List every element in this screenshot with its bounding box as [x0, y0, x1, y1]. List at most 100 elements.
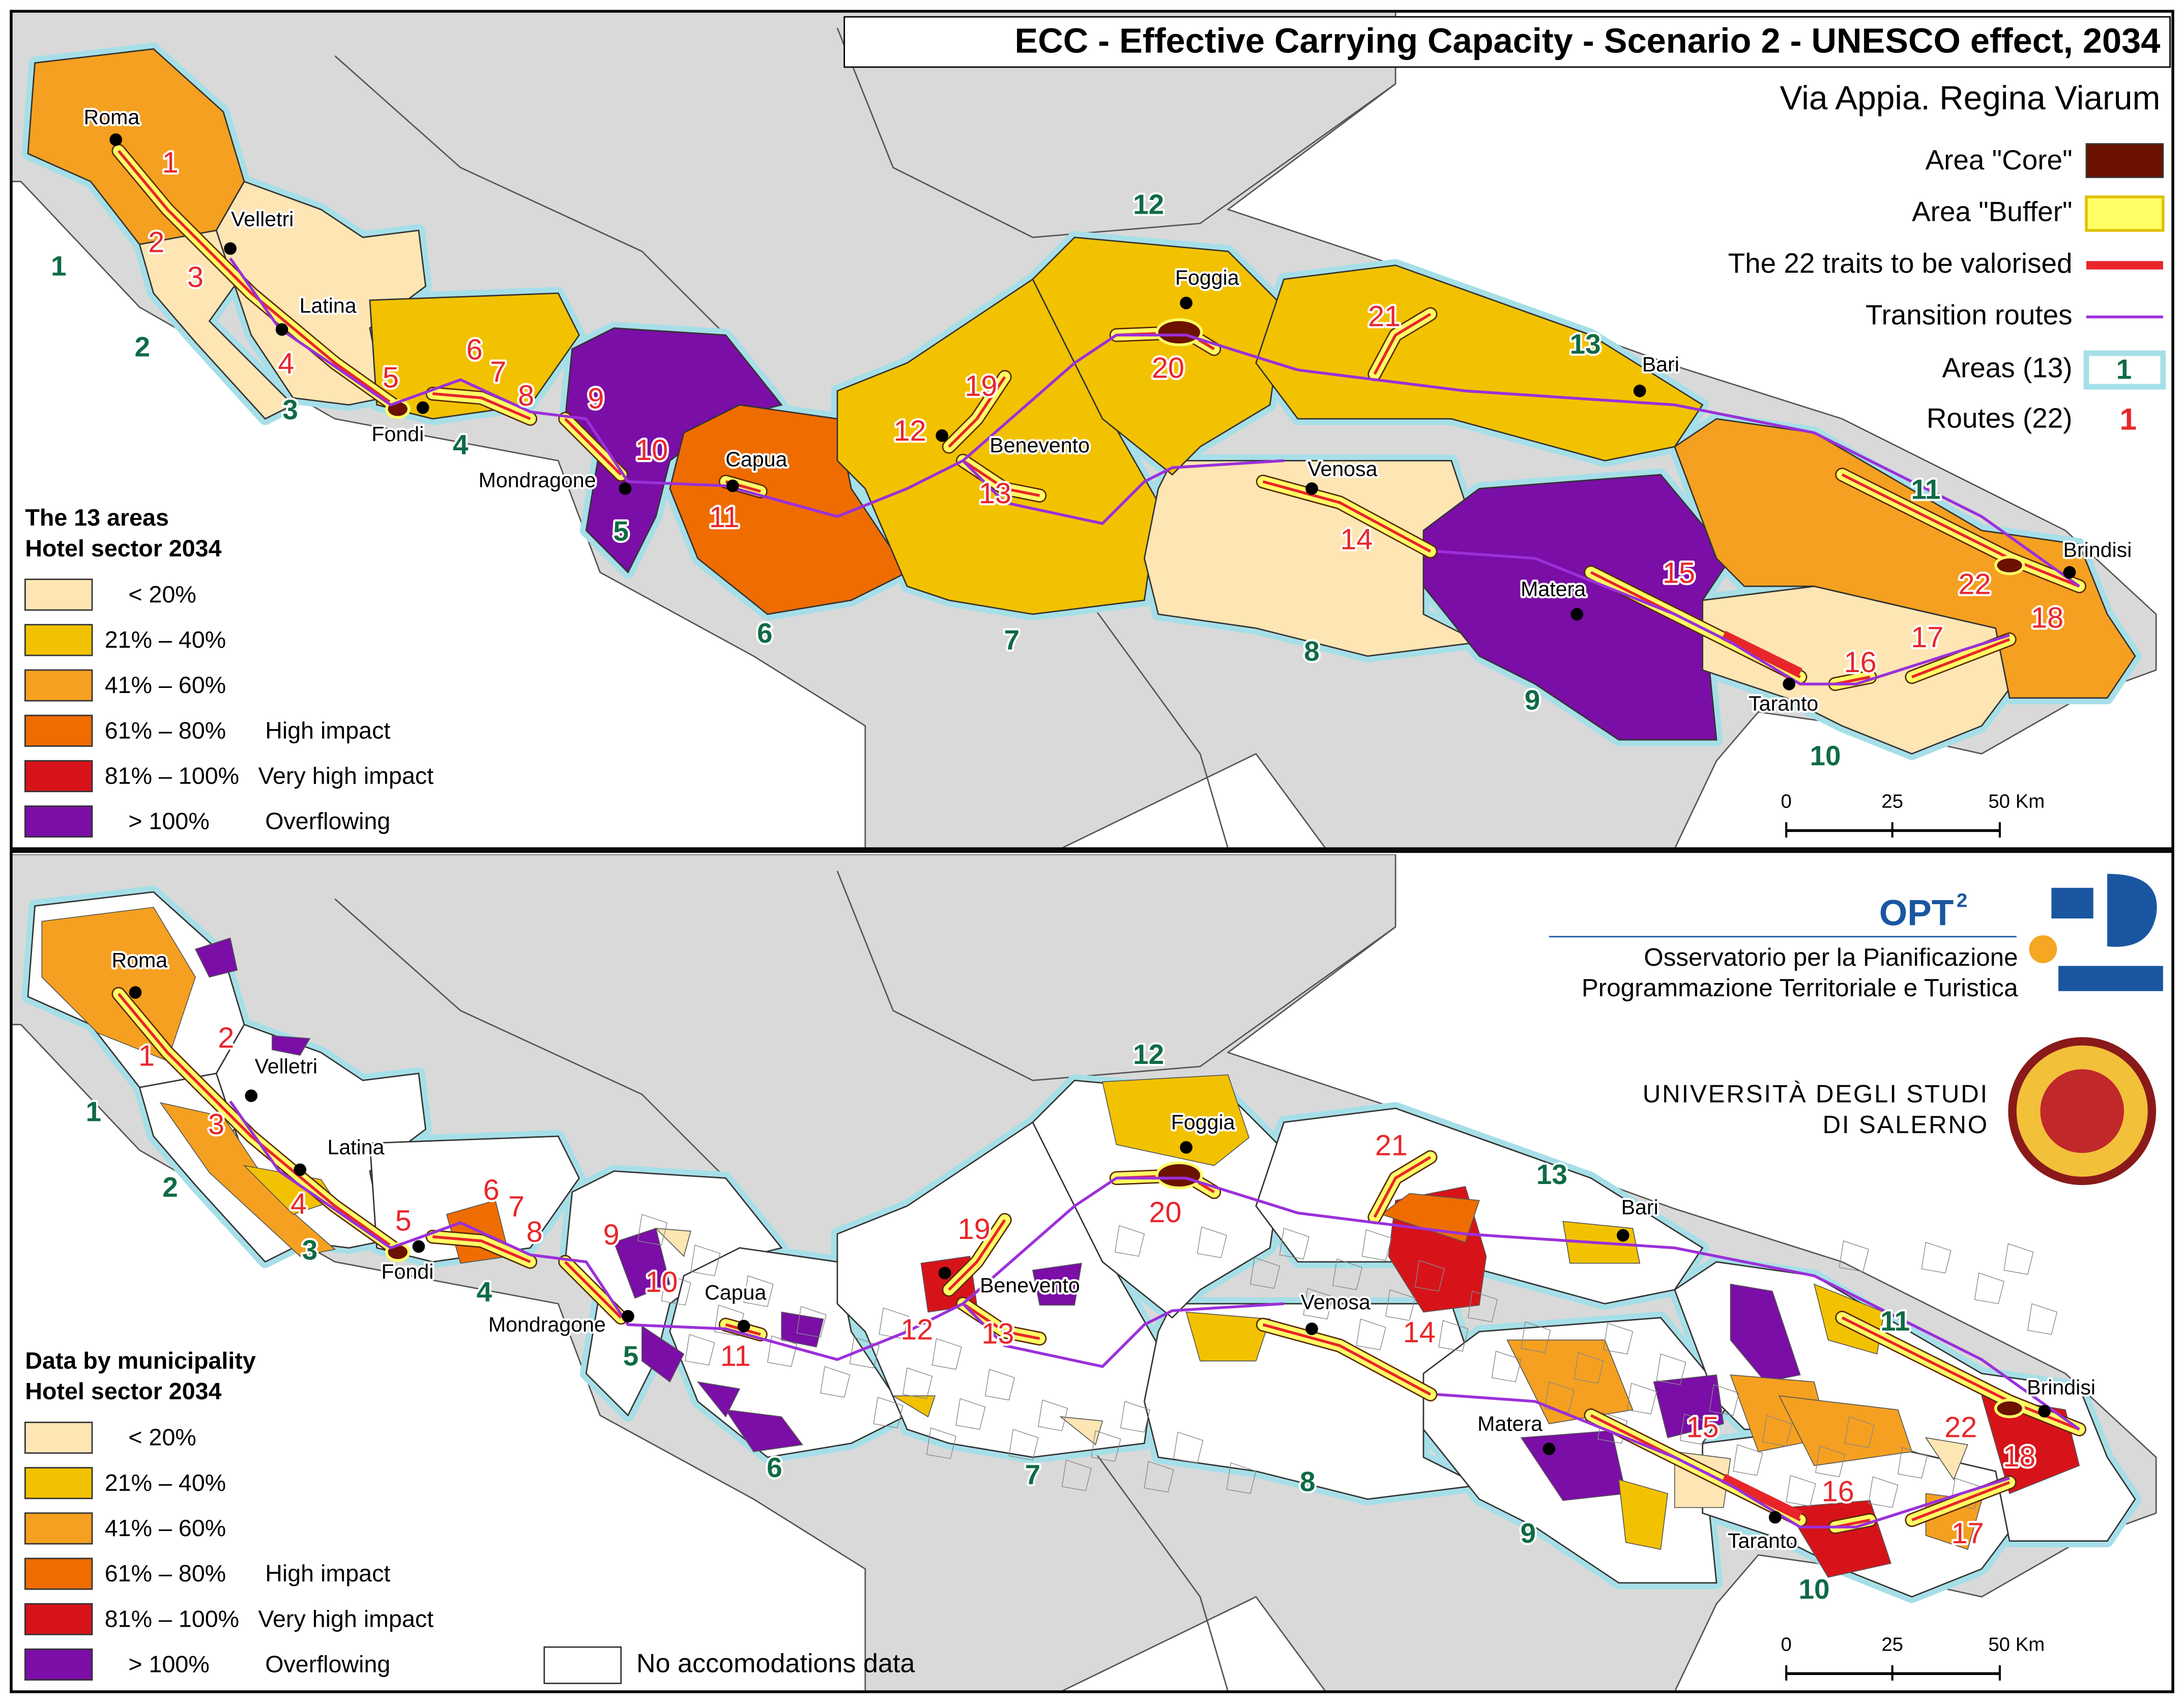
key-area-symbol: 1 — [2116, 353, 2132, 385]
key-label: Area "Core" — [1926, 144, 2073, 176]
city-label: Taranto — [1728, 1529, 1797, 1552]
trait — [962, 1302, 1040, 1340]
legend-range: < 20% — [128, 581, 196, 608]
municipality — [1618, 1479, 1668, 1550]
university-seal-inner — [2040, 1069, 2124, 1153]
transition-route — [962, 333, 2080, 588]
trait — [1721, 630, 1802, 677]
municipality-border — [1786, 1475, 1816, 1507]
transition-route — [229, 257, 1284, 525]
region-border — [334, 55, 726, 336]
title-box — [843, 16, 2171, 68]
legend-swatch — [24, 669, 93, 702]
municipality — [655, 1228, 691, 1257]
trait — [1721, 1474, 1802, 1520]
city-label: Benevento — [980, 1274, 1080, 1297]
trait — [432, 1235, 531, 1263]
city-dot — [245, 1089, 258, 1102]
city-label: Fondi — [371, 422, 424, 446]
area — [369, 292, 580, 420]
municipality — [194, 937, 238, 978]
city-label: Brindisi — [2063, 538, 2132, 562]
legend-range: > 100% — [128, 1651, 209, 1677]
area — [669, 404, 909, 615]
area — [1143, 460, 1482, 657]
municipality-border — [2027, 1303, 2058, 1335]
route-number: 20 — [1149, 1196, 1181, 1229]
city-dot — [1616, 1229, 1629, 1242]
legend-swatch — [24, 1603, 93, 1635]
area-number: 1 — [51, 250, 67, 281]
route-number: 3 — [187, 261, 203, 294]
key-core — [2085, 143, 2164, 178]
city-label: Roma — [84, 105, 140, 129]
municipality-border — [1385, 1289, 1416, 1321]
city-label: Velletri — [231, 207, 294, 230]
route-number: 22 — [1958, 568, 1991, 601]
subtitle: Via Appia. Regina Viarum — [1780, 79, 2161, 117]
transition-route — [229, 1100, 1284, 1368]
municipality-border — [685, 1334, 715, 1366]
route-number: 18 — [2003, 1440, 2035, 1473]
municipality-border — [2003, 1243, 2034, 1275]
route-number: 13 — [981, 1318, 1014, 1350]
city-dot — [936, 429, 948, 442]
legend-range: 21% – 40% — [105, 1469, 226, 1496]
legend-swatch — [24, 760, 93, 792]
route-number: 3 — [208, 1108, 224, 1141]
municipality — [891, 1395, 936, 1418]
core-area — [1155, 1161, 1203, 1190]
city-dot — [1633, 384, 1646, 397]
route-number: 6 — [467, 334, 483, 366]
legend-range: 81% – 100% — [105, 1605, 239, 1632]
key-area — [2083, 350, 2166, 390]
route-number: 21 — [1375, 1129, 1408, 1162]
bottom-frame — [10, 850, 2174, 1693]
city-dot — [1768, 1511, 1782, 1524]
municipality-border — [1173, 1431, 1204, 1463]
city-dot — [938, 1266, 951, 1280]
municipality — [1653, 1374, 1724, 1438]
city-label: Mondragone — [488, 1313, 606, 1336]
municipality-border — [1656, 1353, 1686, 1386]
city-label: Bari — [1621, 1196, 1658, 1219]
title: ECC - Effective Carrying Capacity - Scen… — [1014, 21, 2160, 60]
scale-label: 0 — [1781, 791, 1792, 813]
legend-range: > 100% — [128, 808, 209, 834]
city-dot — [1305, 482, 1318, 495]
city-dot — [1542, 1442, 1556, 1455]
opt-line: Osservatorio per la Pianificazione — [1644, 943, 2018, 971]
route-number: 4 — [290, 1188, 307, 1220]
area-number: 6 — [757, 617, 773, 649]
area-number: 9 — [1525, 684, 1540, 715]
legend-swatch — [24, 1512, 93, 1545]
municipality — [1059, 1416, 1103, 1446]
route-number: 8 — [527, 1216, 543, 1248]
route-number: 5 — [395, 1204, 412, 1237]
legend-range: 21% – 40% — [105, 626, 226, 653]
region-border — [1088, 1442, 1229, 1691]
route-number: 8 — [518, 380, 534, 412]
trait — [1911, 638, 2011, 679]
legend-swatch — [24, 714, 93, 747]
municipality — [1185, 1311, 1271, 1362]
municipality — [1102, 1074, 1250, 1166]
area-number: 9 — [1520, 1517, 1536, 1549]
city-label: Capua — [725, 447, 787, 471]
municipality — [781, 1311, 824, 1348]
city-dot — [619, 482, 632, 495]
city-dot — [1570, 608, 1584, 621]
area-number: 3 — [302, 1234, 318, 1265]
city-dot — [1180, 1141, 1193, 1154]
area — [1674, 418, 2136, 699]
transition-route — [1437, 1393, 2010, 1528]
trait — [1911, 1481, 2011, 1522]
scale-label: 50 Km — [1988, 791, 2045, 813]
area-number: 12 — [1133, 189, 1164, 220]
municipality-border — [873, 1397, 904, 1429]
municipality-border — [1844, 1416, 1875, 1448]
route-number: 9 — [603, 1219, 619, 1251]
city-label: Venosa — [1307, 457, 1377, 481]
area — [1422, 474, 1732, 741]
municipality-border — [1839, 1240, 1869, 1272]
